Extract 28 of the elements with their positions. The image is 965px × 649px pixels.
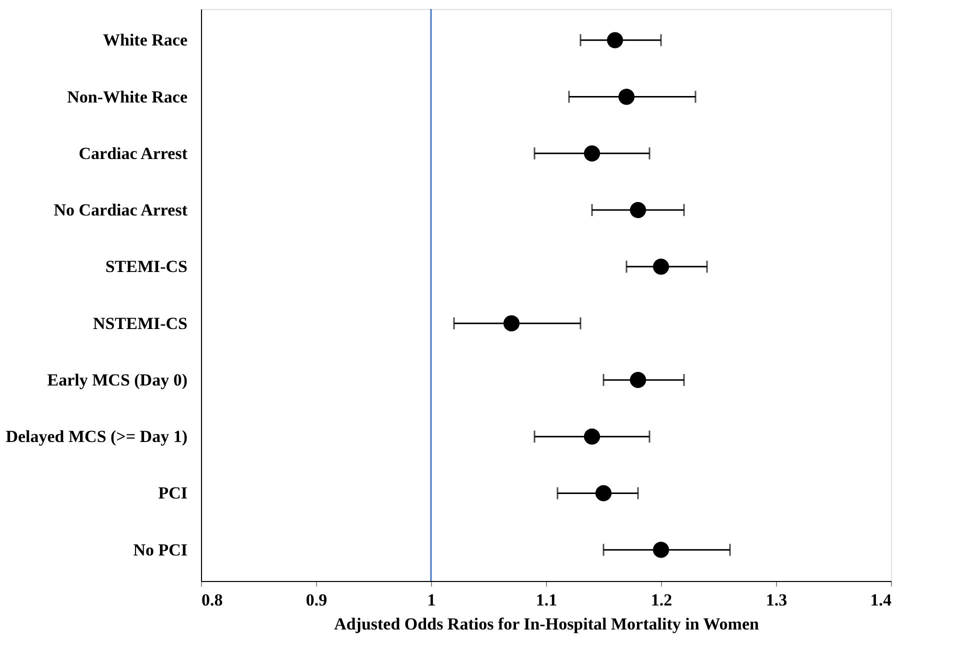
- y-tick-label: White Race: [102, 30, 188, 50]
- y-tick-label: Delayed MCS (>= Day 1): [6, 427, 188, 446]
- y-tick-label: No PCI: [133, 540, 188, 560]
- point: [503, 315, 520, 332]
- x-tick-label: 0.9: [306, 590, 328, 610]
- y-tick-label: STEMI-CS: [105, 257, 188, 276]
- y-tick-label: PCI: [158, 484, 188, 503]
- y-tick-label: Early MCS (Day 0): [47, 370, 188, 390]
- y-tick-label: NSTEMI-CS: [93, 314, 188, 333]
- point: [606, 32, 624, 48]
- x-tick-label: 1.1: [536, 590, 558, 610]
- point: [584, 428, 600, 445]
- y-tick-label: Cardiac Arrest: [78, 144, 188, 163]
- x-tick-label: 1.3: [766, 590, 788, 610]
- y-tick-label: No Cardiac Arrest: [54, 200, 188, 220]
- point: [652, 258, 670, 275]
- point: [652, 542, 670, 558]
- x-tick-label: 1.2: [650, 590, 672, 610]
- point: [630, 202, 646, 218]
- point: [618, 88, 635, 105]
- x-tick-label: 1.4: [870, 590, 892, 610]
- point: [584, 145, 600, 162]
- x-tick-label: 1: [427, 590, 436, 610]
- x-tick-label: 0.8: [202, 590, 223, 610]
- point: [630, 372, 646, 388]
- x-axis-title: Adjusted Odds Ratios for In-Hospital Mortality in Women: [334, 614, 760, 634]
- point: [595, 485, 612, 502]
- y-tick-label: Non-White Race: [67, 87, 188, 106]
